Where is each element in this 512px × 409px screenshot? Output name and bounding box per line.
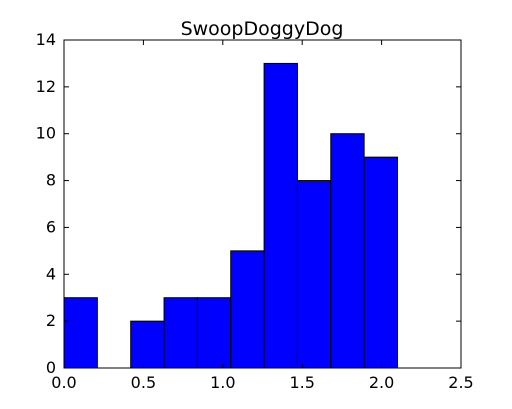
y-tick-label: 10 <box>36 124 56 143</box>
x-tick-label: 0.0 <box>51 373 76 392</box>
y-tick-label: 12 <box>36 77 56 96</box>
y-tick-label: 8 <box>46 171 56 190</box>
x-tick-label: 0.5 <box>131 373 156 392</box>
y-tick-label: 6 <box>46 217 56 236</box>
histogram-bar-8 <box>330 133 365 369</box>
y-tick-label: 14 <box>36 30 56 49</box>
histogram-bar-6 <box>263 62 298 369</box>
axes-frame <box>63 39 462 369</box>
y-tick-label: 2 <box>46 311 56 330</box>
y-tick-label: 0 <box>46 358 56 377</box>
histogram-bar-5 <box>230 250 265 369</box>
x-tick-label: 1.5 <box>289 373 314 392</box>
histogram-bar-2 <box>130 320 165 369</box>
histogram-bar-7 <box>296 180 332 369</box>
histogram-bar-4 <box>196 297 232 369</box>
bars-layer <box>63 62 398 369</box>
histogram-bar-0 <box>63 297 98 369</box>
histogram-bar-9 <box>363 156 398 369</box>
chart-title: SwoopDoggyDog <box>181 18 344 40</box>
x-tick-label: 1.0 <box>210 373 235 392</box>
histogram-bar-3 <box>163 297 198 369</box>
ticks-layer <box>63 39 462 369</box>
x-tick-label: 2.0 <box>369 373 394 392</box>
tick-labels-layer: 0.0 0.5 1.0 1.5 2.0 2.5 0 2 4 6 8 10 12 14 <box>36 30 474 392</box>
y-tick-label: 4 <box>46 264 56 283</box>
x-tick-label: 2.5 <box>448 373 473 392</box>
